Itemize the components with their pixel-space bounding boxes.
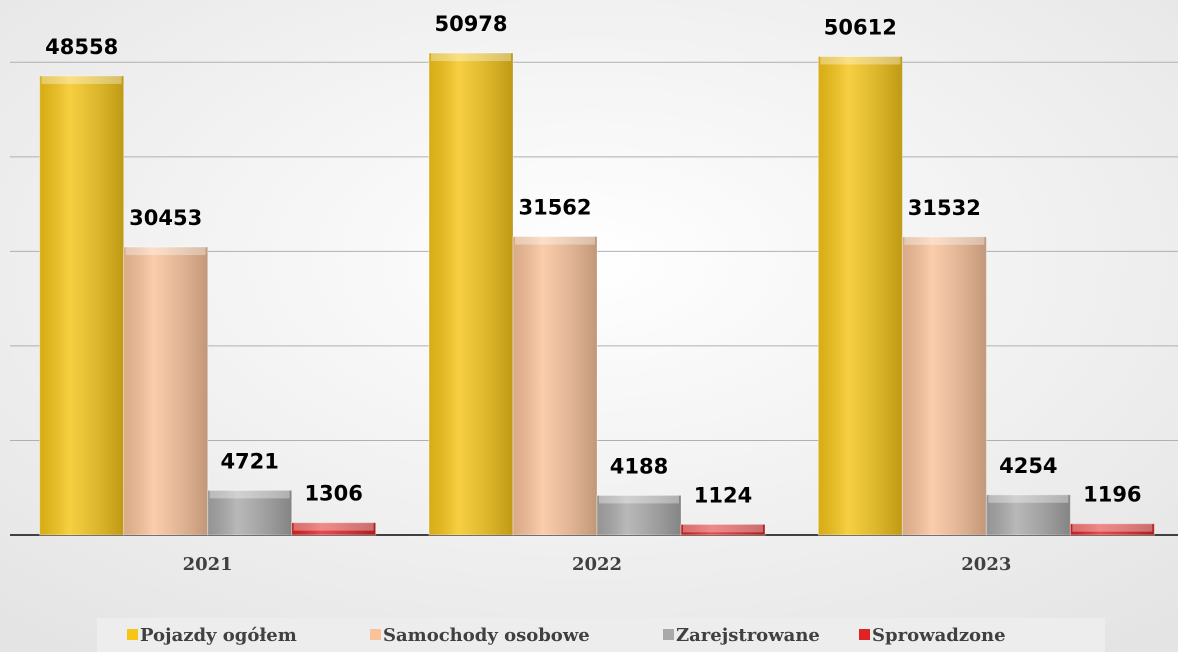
data-label: 1124 bbox=[694, 483, 752, 507]
x-tick-label: 2021 bbox=[183, 554, 233, 575]
data-label: 4188 bbox=[610, 454, 668, 478]
data-label: 1196 bbox=[1083, 483, 1141, 507]
bar-shade bbox=[597, 495, 681, 535]
bar-cap bbox=[209, 490, 290, 499]
bar-shade bbox=[818, 56, 903, 536]
bar-cap bbox=[904, 236, 985, 245]
legend-box bbox=[97, 618, 1105, 652]
bar-shade bbox=[207, 490, 292, 535]
bar-cap bbox=[683, 524, 763, 533]
legend-swatch bbox=[663, 629, 674, 640]
bar-cap bbox=[41, 75, 122, 84]
bar-shade bbox=[39, 75, 124, 535]
legend-swatch bbox=[859, 629, 870, 640]
x-tick-label: 2022 bbox=[572, 554, 622, 575]
legend-label: Pojazdy ogółem bbox=[140, 625, 297, 646]
data-label: 50612 bbox=[824, 15, 897, 39]
data-label: 4721 bbox=[220, 449, 278, 473]
bar-shade bbox=[123, 247, 208, 535]
legend-label: Sprowadzone bbox=[872, 625, 1006, 646]
bar-shade bbox=[513, 236, 597, 535]
legend-swatch bbox=[370, 629, 381, 640]
x-tick-label: 2023 bbox=[961, 554, 1011, 575]
bar-cap bbox=[1072, 523, 1153, 532]
bar-cap bbox=[820, 56, 901, 65]
data-label: 1306 bbox=[304, 482, 362, 506]
bar-shade bbox=[429, 53, 513, 535]
bar-cap bbox=[988, 494, 1069, 503]
data-label: 31532 bbox=[908, 196, 981, 220]
bar-cap bbox=[293, 522, 374, 531]
bar-cap bbox=[125, 247, 206, 256]
bar-cap bbox=[515, 236, 595, 245]
data-label: 48558 bbox=[45, 35, 118, 59]
data-label: 30453 bbox=[129, 206, 202, 230]
legend-label: Zarejstrowane bbox=[676, 625, 820, 646]
bar-cap bbox=[431, 53, 511, 62]
legend-swatch bbox=[127, 629, 138, 640]
data-label: 31562 bbox=[518, 196, 591, 220]
bar-shade bbox=[902, 236, 987, 535]
data-label: 50978 bbox=[434, 12, 507, 36]
bar-shade bbox=[291, 522, 376, 535]
data-label: 4254 bbox=[999, 454, 1057, 478]
bar-cap bbox=[599, 495, 679, 504]
bar-shade bbox=[681, 524, 765, 535]
bar-shade bbox=[1070, 523, 1155, 535]
bar-shade bbox=[986, 494, 1071, 535]
legend-label: Samochody osobowe bbox=[383, 625, 590, 646]
